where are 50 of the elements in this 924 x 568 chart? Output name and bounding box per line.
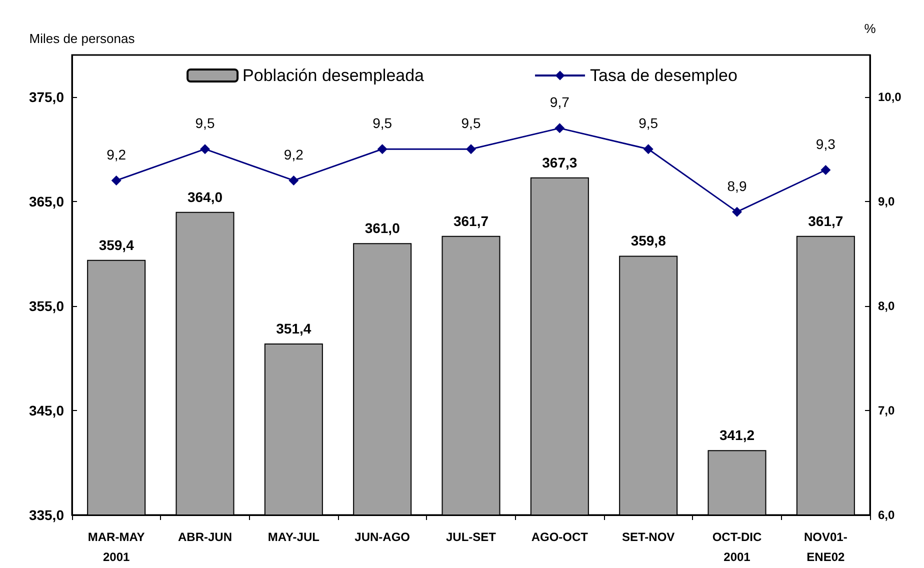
x-tick-label: OCT-DIC 2001 [712,530,762,564]
point [200,144,210,154]
y-tick-label: 355,0 [28,298,64,314]
point [466,144,476,154]
point [643,144,654,154]
x-tick-label: JUN-AGO [354,530,410,544]
y2-tick-label: 7,0 [878,403,896,418]
y2-axis-title: % [864,21,876,36]
x-tick-label: MAR-MAY 2001 [88,530,145,564]
x-tick-label: SET-NOV [622,530,675,544]
data-label: 361,0 [364,220,400,236]
data-label: 9,5 [372,115,392,132]
data-label: 9,2 [106,146,126,162]
point [111,175,122,186]
data-label: 9,5 [638,115,658,132]
y-tick-label: 335,0 [28,507,64,523]
x-tick-label: ABR-JUN [178,530,232,544]
y2-tick-label: 10,0 [878,90,902,104]
data-label: 361,7 [808,212,844,229]
data-label: 8,9 [727,178,747,194]
legend-label: Población desempleada [242,66,425,85]
x-tick-label: MAY-JUL [268,530,320,544]
legend-label: Tasa de desempleo [590,66,738,85]
data-label: 9,7 [550,94,570,110]
point [820,165,831,175]
y2-tick-label: 8,0 [878,298,896,313]
data-label: 341,2 [719,427,755,444]
x-tick-label: JUL-SET [446,530,497,544]
data-label: 359,8 [630,232,666,249]
y-tick-label: 365,0 [28,193,64,210]
data-label: 9,5 [461,115,481,132]
y-axis-title: Miles de personas [29,31,136,46]
y2-tick-label: 6,0 [878,508,896,522]
data-label: 367,3 [542,154,578,170]
data-label: 9,5 [195,115,215,132]
data-label: 361,7 [453,212,489,229]
data-label: 351,4 [276,320,312,337]
y2-tick-label: 9,0 [878,194,896,208]
point [377,144,388,154]
point [554,123,565,134]
x-tick-label: NOV01- ENE02 [804,530,848,564]
point [732,206,742,217]
data-label: 364,0 [187,188,223,205]
data-label: 9,2 [284,146,304,162]
point [288,175,299,186]
data-label: 9,3 [816,136,836,152]
y-tick-label: 375,0 [28,88,64,105]
x-tick-label: AGO-OCT [531,530,589,544]
y-tick-label: 345,0 [28,402,64,418]
data-label: 359,4 [98,236,134,253]
